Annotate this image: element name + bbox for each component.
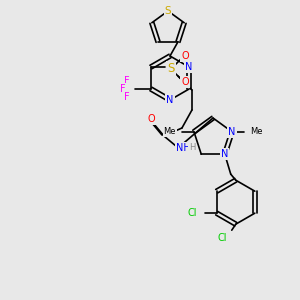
Text: N: N (221, 149, 228, 159)
Text: NH: NH (176, 143, 190, 153)
Text: Cl: Cl (188, 208, 197, 218)
Text: F: F (124, 76, 130, 86)
Text: F: F (120, 84, 126, 94)
Text: N: N (185, 62, 193, 72)
Text: Me: Me (250, 127, 262, 136)
Text: S: S (165, 6, 171, 16)
Text: Me: Me (164, 127, 176, 136)
Text: O: O (181, 51, 189, 61)
Text: O: O (147, 114, 155, 124)
Text: F: F (124, 92, 130, 102)
Text: S: S (167, 62, 175, 76)
Text: O: O (181, 77, 189, 87)
Text: N: N (228, 127, 236, 137)
Text: Cl: Cl (217, 233, 226, 243)
Text: N: N (166, 95, 174, 105)
Text: H: H (189, 143, 195, 152)
